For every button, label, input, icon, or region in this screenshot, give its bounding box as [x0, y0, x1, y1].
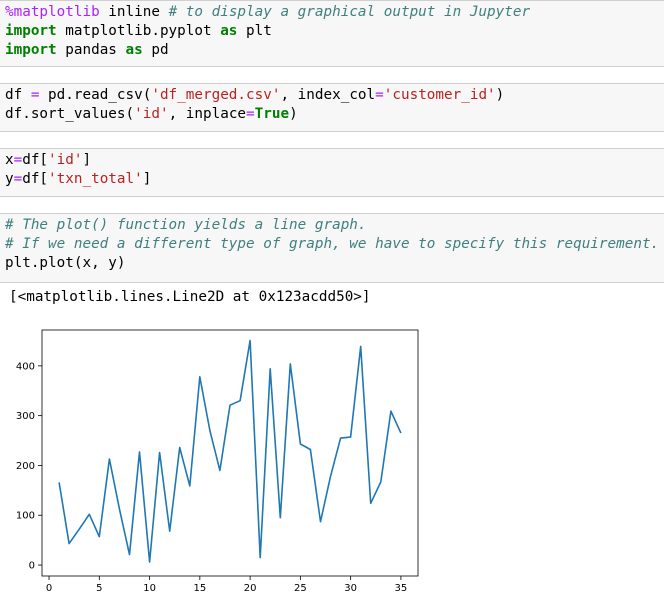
y-tick-label: 100 [16, 511, 35, 522]
code-token: pandas [56, 42, 126, 58]
code-token: ] [142, 171, 152, 187]
code-line: plt.plot(x, y) [5, 254, 126, 273]
code-line: # If we need a different type of graph, … [5, 235, 659, 254]
code-token: , index_col [280, 87, 376, 103]
code-token: pd.read_csv( [39, 87, 152, 103]
code-token: ) [289, 106, 298, 122]
x-tick-label: 35 [395, 583, 408, 594]
cell-output-text: [<matplotlib.lines.Line2D at 0x123acdd50… [9, 289, 371, 305]
code-token: = [13, 152, 23, 168]
y-tick-label: 200 [16, 461, 35, 472]
code-token: 'txn_total' [48, 171, 143, 187]
code-token: # The plot() function yields a line grap… [5, 217, 367, 233]
code-token: ) [495, 87, 505, 103]
code-line: %matplotlib inline # to display a graphi… [5, 3, 530, 22]
code-token: ] [82, 152, 92, 168]
code-line: y=df['txn_total'] [5, 170, 151, 189]
x-tick-label: 25 [294, 583, 307, 594]
code-cell-3[interactable]: x=df['id'] y=df['txn_total'] [0, 148, 664, 197]
x-tick-label: 0 [46, 583, 52, 594]
code-token: df[ [22, 171, 49, 187]
code-token: # If we need a different type of graph, … [5, 236, 660, 252]
code-token: plt.plot(x, y) [5, 255, 126, 271]
code-token: import [5, 23, 57, 39]
code-token: df.sort_values( [5, 106, 135, 122]
code-token: = [13, 171, 23, 187]
code-token: as [125, 42, 143, 58]
code-line: # The plot() function yields a line grap… [5, 216, 367, 235]
x-tick-label: 20 [244, 583, 257, 594]
code-token: = [30, 87, 40, 103]
code-token: %matplotlib [5, 4, 100, 20]
y-tick-label: 300 [16, 411, 35, 422]
code-cell-1[interactable]: %matplotlib inline # to display a graphi… [0, 0, 664, 67]
x-tick-label: 5 [96, 583, 102, 594]
code-token: df [5, 87, 31, 103]
x-tick-label: 15 [193, 583, 206, 594]
code-line: df = pd.read_csv('df_merged.csv', index_… [5, 86, 504, 105]
x-tick-label: 30 [344, 583, 357, 594]
code-token: = [246, 106, 255, 122]
code-token: 'df_merged.csv' [151, 87, 281, 103]
code-token: y [5, 171, 14, 187]
code-line: import pandas as pd [5, 41, 169, 60]
y-tick-label: 0 [29, 561, 35, 572]
code-token: matplotlib.pyplot [56, 23, 221, 39]
plot-frame [41, 329, 419, 577]
code-token: , inplace [168, 106, 247, 122]
line-chart: 0 5 10 15 20 25 30 35 0 100 200 300 400 [16, 329, 419, 594]
code-token: pd [142, 42, 169, 58]
code-token: inline [99, 4, 169, 20]
code-line: x=df['id'] [5, 151, 91, 170]
code-token: 'id' [48, 152, 83, 168]
code-line: import matplotlib.pyplot as plt [5, 22, 272, 41]
code-token: as [220, 23, 238, 39]
code-token: = [375, 87, 384, 103]
code-token: df[ [22, 152, 49, 168]
code-cell-2[interactable]: df = pd.read_csv('df_merged.csv', index_… [0, 83, 664, 132]
code-token: import [5, 42, 57, 58]
code-token: 'customer_id' [383, 87, 496, 103]
code-line: df.sort_values('id', inplace=True) [5, 105, 298, 124]
code-cell-4[interactable]: # The plot() function yields a line grap… [0, 213, 664, 283]
code-token: True [254, 106, 290, 122]
code-token: # to display a graphical output in Jupyt… [168, 4, 531, 20]
x-tick-label: 10 [143, 583, 156, 594]
code-token: 'id' [134, 106, 169, 122]
code-token: x [5, 152, 14, 168]
code-token: plt [237, 23, 272, 39]
y-tick-label: 400 [16, 361, 35, 372]
